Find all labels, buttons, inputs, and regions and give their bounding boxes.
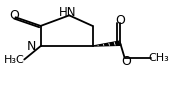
Text: O: O bbox=[115, 14, 125, 27]
Text: HN: HN bbox=[59, 6, 76, 19]
Text: N: N bbox=[27, 40, 36, 53]
Text: O: O bbox=[121, 55, 131, 68]
Text: H₃C: H₃C bbox=[4, 55, 25, 65]
Text: CH₃: CH₃ bbox=[148, 53, 169, 63]
Polygon shape bbox=[93, 41, 121, 46]
Text: O: O bbox=[9, 9, 19, 22]
